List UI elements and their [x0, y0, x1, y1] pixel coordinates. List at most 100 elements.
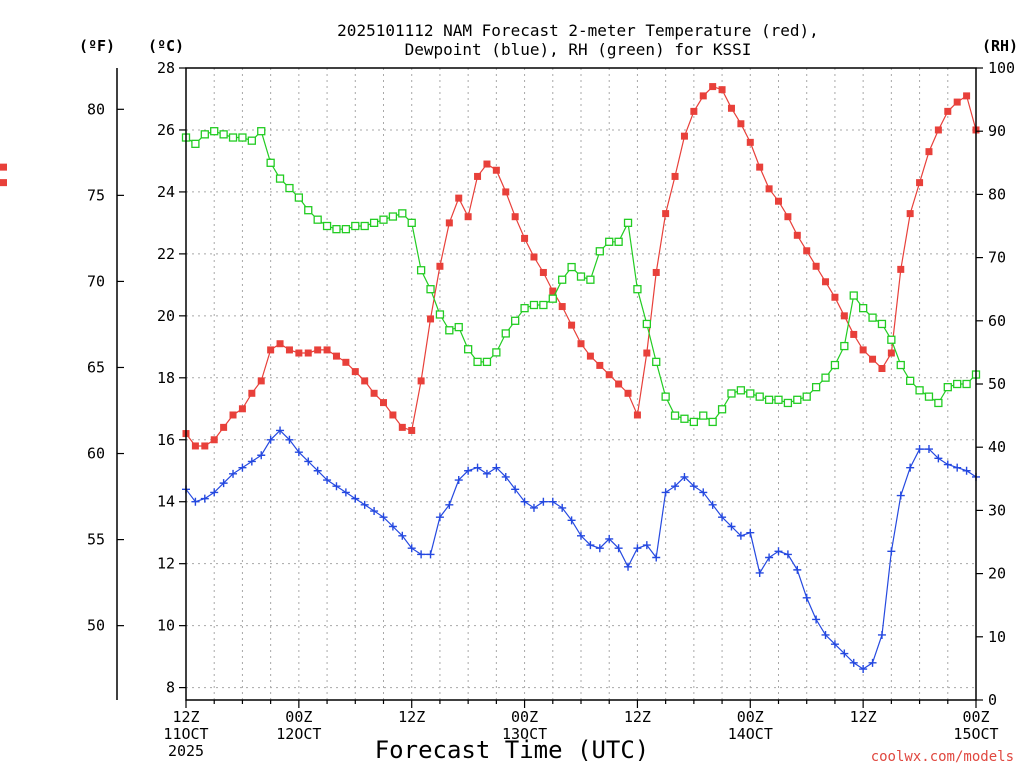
data-point [501, 472, 510, 481]
celsius-tick-label: 28 [157, 59, 175, 77]
data-point [765, 185, 773, 193]
data-point [398, 423, 406, 431]
data-point [351, 494, 360, 503]
data-point [351, 221, 360, 231]
data-point [605, 237, 614, 246]
data-point [200, 130, 209, 139]
data-point [530, 253, 538, 261]
data-point [389, 411, 397, 419]
x-tick-label: 12Z [172, 708, 199, 726]
celsius-tick-label: 12 [157, 555, 175, 573]
fahrenheit-tick-label: 55 [87, 531, 105, 549]
rh-unit-label: (RH) [982, 37, 1018, 55]
data-point [840, 341, 849, 351]
data-point [539, 268, 547, 276]
data-point [558, 303, 566, 311]
data-point [783, 398, 793, 408]
data-point [736, 386, 746, 395]
data-point [360, 221, 369, 231]
data-point [407, 544, 416, 553]
data-point [699, 488, 708, 497]
data-point [671, 482, 680, 491]
data-point [897, 265, 905, 273]
data-point [708, 500, 717, 509]
data-point [238, 133, 247, 142]
data-point [248, 389, 256, 397]
data-point [361, 377, 369, 385]
data-point [341, 488, 350, 497]
data-point [596, 361, 604, 369]
series-layer [0, 83, 981, 674]
data-point [398, 531, 407, 540]
celsius-tick-label: 26 [157, 121, 175, 139]
data-point [529, 300, 539, 310]
x-tick-label: 12Z [850, 708, 877, 726]
data-point [285, 435, 294, 444]
data-point [803, 247, 811, 255]
data-point [887, 547, 896, 556]
data-point [934, 398, 943, 408]
data-point [201, 442, 209, 450]
data-point [774, 395, 783, 404]
data-point [313, 215, 322, 224]
data-point [210, 127, 219, 136]
data-point [511, 485, 520, 494]
data-point [463, 345, 473, 354]
data-point [520, 497, 529, 506]
data-point [351, 368, 359, 376]
data-point [577, 531, 585, 540]
celsius-tick-label: 16 [157, 431, 175, 449]
credit-link[interactable]: coolwx.com/models [871, 749, 1014, 765]
data-point [586, 275, 595, 284]
data-point [868, 313, 877, 322]
data-point [322, 221, 332, 231]
data-point [877, 630, 886, 639]
data-point [417, 377, 425, 385]
chart-title-line-1: 2025101112 NAM Forecast 2-meter Temperat… [337, 21, 819, 40]
data-point [276, 340, 284, 348]
data-point [934, 454, 943, 463]
rh-tick-label: 10 [988, 628, 1006, 646]
data-point [577, 340, 585, 348]
data-point [219, 479, 228, 488]
data-point [266, 158, 275, 167]
series-dewpoint [182, 426, 980, 674]
data-point [379, 513, 388, 522]
data-point [615, 380, 623, 388]
data-point [849, 291, 858, 300]
data-point [878, 365, 886, 373]
data-point [756, 163, 764, 171]
data-point [408, 426, 416, 434]
data-point [473, 357, 482, 367]
data-point [576, 272, 586, 281]
data-point [294, 448, 303, 457]
data-point [718, 86, 726, 94]
data-point [483, 160, 491, 168]
data-point [633, 544, 642, 553]
data-point [276, 426, 285, 435]
data-point [605, 534, 614, 543]
data-point [407, 218, 416, 227]
data-point [464, 466, 473, 475]
data-point [511, 316, 520, 325]
data-point [830, 360, 840, 370]
x-tick-label: 12Z [624, 708, 651, 726]
data-point [784, 213, 792, 221]
data-point [689, 417, 699, 427]
data-point [220, 423, 228, 431]
data-point [501, 329, 510, 338]
data-point [709, 83, 717, 91]
data-point [454, 476, 463, 485]
data-point [369, 218, 379, 227]
data-point [727, 104, 735, 112]
data-point [229, 469, 238, 478]
fahrenheit-tick-label: 50 [87, 617, 105, 635]
data-point [661, 488, 670, 497]
data-point [736, 531, 745, 540]
data-point [257, 451, 266, 460]
data-point [398, 209, 407, 218]
celsius-tick-label: 24 [157, 183, 175, 201]
rh-tick-label: 70 [988, 249, 1006, 267]
data-point [549, 287, 557, 295]
data-point [924, 445, 933, 454]
